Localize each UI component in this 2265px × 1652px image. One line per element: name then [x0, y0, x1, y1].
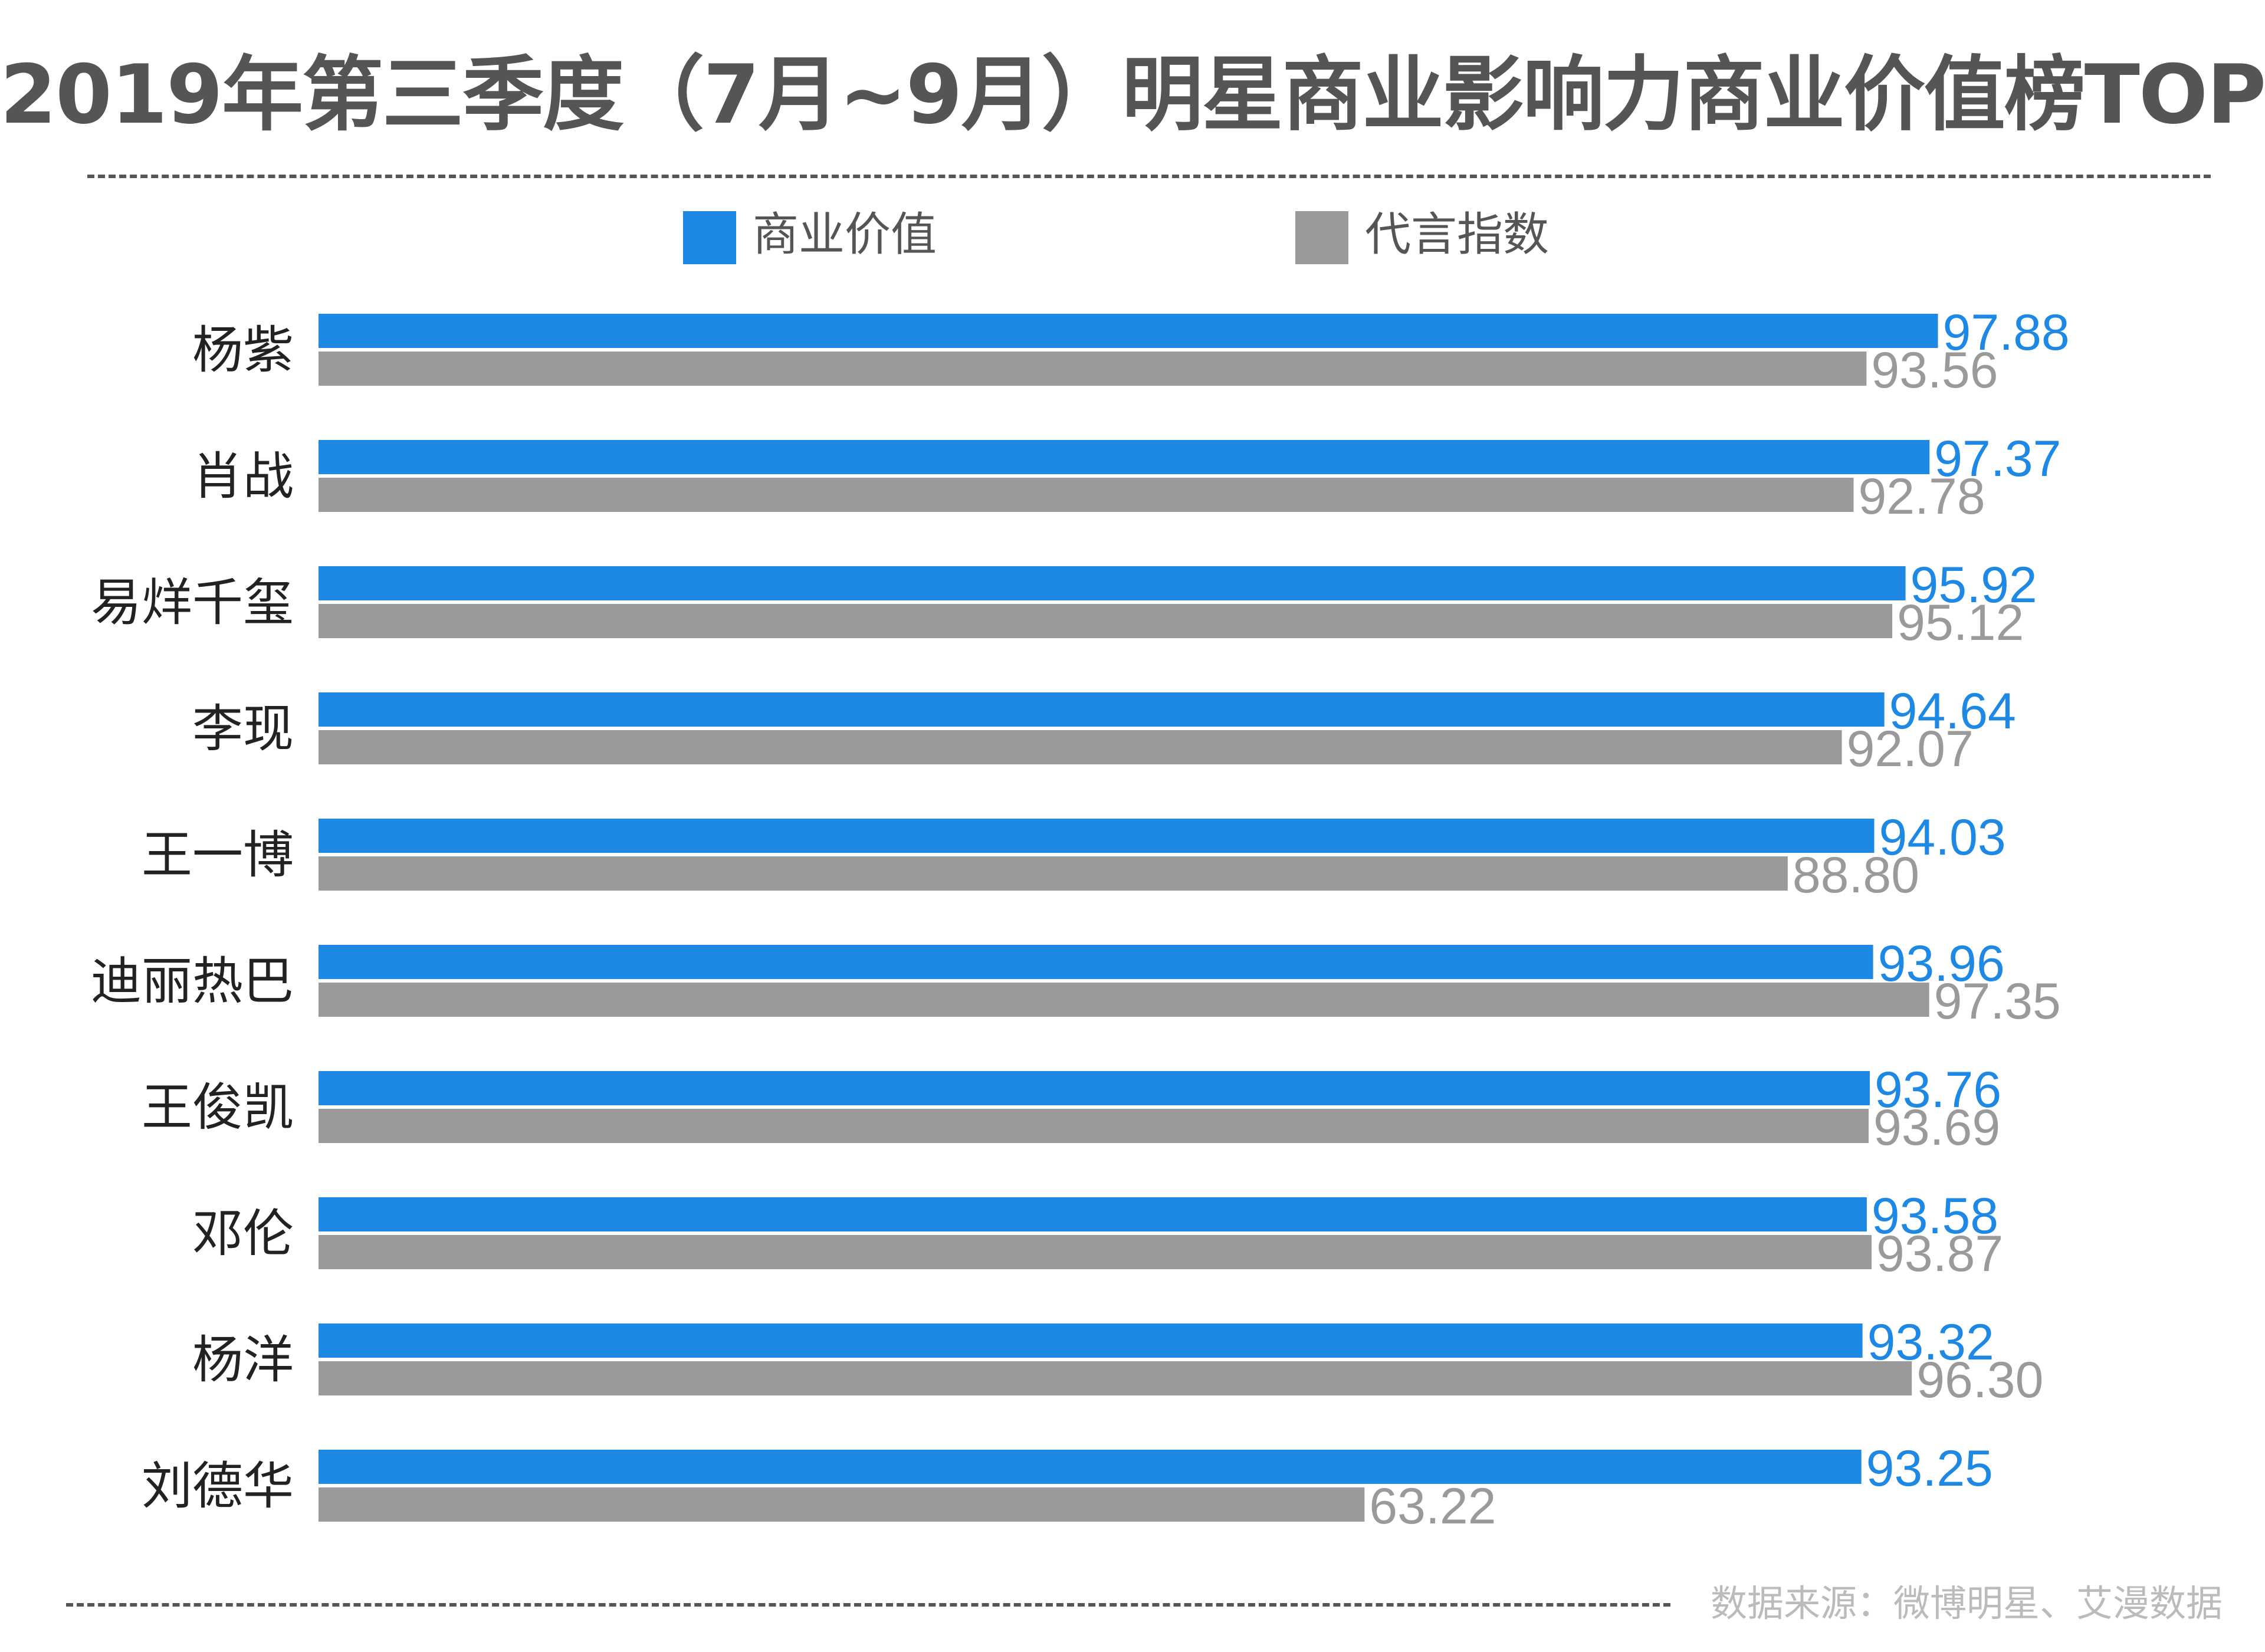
data-label-endorsement-index: 95.12 — [1897, 595, 2024, 651]
bar-commercial-value — [319, 566, 1906, 600]
category-label: 杨洋 — [192, 1331, 294, 1390]
data-label-commercial-value: 94.03 — [1879, 809, 2006, 866]
category-label: 杨紫 — [192, 321, 294, 380]
bottom-divider — [66, 1603, 1670, 1607]
category-label: 王一博 — [142, 826, 294, 885]
legend-label-commercial-value: 商业价值 — [753, 208, 937, 261]
category-label: 王俊凯 — [142, 1078, 294, 1137]
data-label-endorsement-index: 93.69 — [1873, 1099, 2000, 1156]
bar-commercial-value — [319, 1450, 1862, 1484]
data-label-endorsement-index: 93.56 — [1871, 342, 1998, 399]
bar-commercial-value — [319, 1323, 1863, 1358]
bar-group: 刘德华 93.25 63.22 — [142, 1440, 1993, 1535]
bar-commercial-value — [319, 1197, 1867, 1231]
bar-commercial-value — [319, 819, 1875, 853]
data-label-endorsement-index: 92.07 — [1847, 721, 1974, 777]
legend: 商业价值 代言指数 — [0, 205, 2265, 264]
data-label-endorsement-index: 97.35 — [1934, 973, 2061, 1030]
data-label-commercial-value: 97.37 — [1934, 431, 2061, 487]
category-label: 迪丽热巴 — [91, 952, 294, 1011]
data-label-endorsement-index: 92.78 — [1858, 468, 1985, 525]
data-label-commercial-value: 93.58 — [1872, 1188, 1998, 1244]
category-label: 肖战 — [192, 447, 294, 506]
data-label-commercial-value: 95.92 — [1911, 557, 2037, 613]
legend-swatch-endorsement-index — [1295, 211, 1348, 264]
bar-endorsement-index — [319, 1361, 1912, 1395]
top-divider — [87, 175, 2211, 178]
category-label: 李现 — [192, 699, 294, 758]
source-note: 数据来源：微博明星、艾漫数据 — [1710, 1582, 2223, 1625]
bar-commercial-value — [319, 945, 1873, 979]
category-label: 易烊千玺 — [91, 573, 294, 632]
bar-endorsement-index — [319, 604, 1893, 638]
bar-commercial-value — [319, 692, 1885, 727]
bar-commercial-value — [319, 440, 1930, 474]
data-label-endorsement-index: 63.22 — [1369, 1478, 1496, 1535]
bar-commercial-value — [319, 314, 1938, 348]
data-label-commercial-value: 93.76 — [1875, 1062, 2001, 1118]
data-label-commercial-value: 97.88 — [1943, 304, 2070, 361]
category-label: 邓伦 — [192, 1204, 294, 1263]
chart-title: 2019年第三季度（7月~9月）明星商业影响力商业价值榜TOP10 — [0, 47, 2265, 142]
bar-endorsement-index — [319, 730, 1842, 764]
bar-commercial-value — [319, 1071, 1870, 1105]
data-label-commercial-value: 93.25 — [1866, 1440, 1993, 1497]
bar-endorsement-index — [319, 1235, 1872, 1269]
data-label-endorsement-index: 93.87 — [1876, 1226, 2003, 1282]
legend-label-endorsement-index: 代言指数 — [1365, 208, 1550, 261]
bar-endorsement-index — [319, 352, 1867, 386]
data-label-endorsement-index: 88.80 — [1793, 847, 1919, 904]
bar-endorsement-index — [319, 1487, 1365, 1522]
bar-endorsement-index — [319, 478, 1854, 512]
data-label-commercial-value: 94.64 — [1889, 683, 2016, 740]
bar-endorsement-index — [319, 983, 1929, 1017]
bar-endorsement-index — [319, 1109, 1869, 1143]
legend-swatch-commercial-value — [683, 211, 736, 264]
bar-endorsement-index — [319, 856, 1788, 891]
data-label-endorsement-index: 96.30 — [1916, 1352, 2043, 1408]
category-label: 刘德华 — [142, 1457, 294, 1516]
